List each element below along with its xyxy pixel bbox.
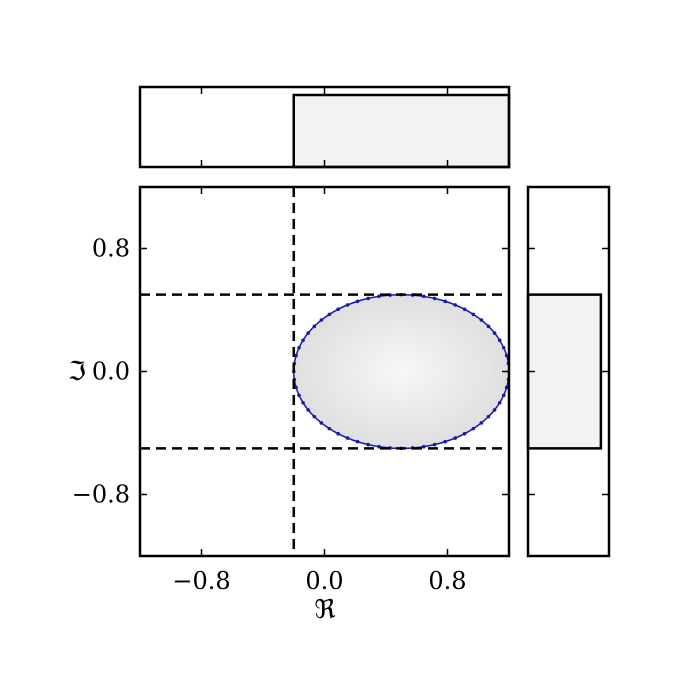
right-marginal-bar <box>526 293 603 450</box>
ellipse-point <box>504 385 509 390</box>
ellipse-point <box>366 442 370 447</box>
ellipse-point <box>492 331 497 335</box>
ellipse-point <box>462 307 467 312</box>
ellipse-point <box>345 436 350 440</box>
top-marginal-bar <box>292 93 511 169</box>
ellipse-point <box>377 294 381 299</box>
ellipse-point <box>301 338 305 343</box>
x-tick-label: 0.0 <box>305 567 343 595</box>
x-tick-label: 0.8 <box>428 567 466 595</box>
ellipse-point <box>355 299 360 304</box>
ellipse-point <box>294 353 298 358</box>
x-axis-label: ℜ <box>314 595 335 625</box>
ellipse-point <box>366 296 370 301</box>
ellipse-point <box>319 421 324 425</box>
tick-labels: −0.8 0.0 0.8 −0.8 0.0 0.8 <box>72 235 467 596</box>
ellipse-point <box>497 400 502 405</box>
ellipse-point <box>345 303 350 307</box>
ellipse-point <box>453 436 457 440</box>
ellipse-point <box>486 414 491 419</box>
ellipse-point <box>421 294 426 299</box>
ellipse-point <box>492 408 497 412</box>
ellipse-point <box>479 421 484 425</box>
ellipse-point <box>355 439 360 444</box>
ellipse-point <box>497 338 502 343</box>
ellipse-point <box>327 426 332 431</box>
ellipse-point <box>443 299 447 304</box>
ellipse-point <box>501 393 506 398</box>
ellipse-point <box>312 324 317 329</box>
y-tick-label: 0.0 <box>92 358 130 386</box>
main-panel: −0.8 0.0 0.8 −0.8 0.0 0.8 ℜ ℑ <box>68 185 511 625</box>
x-tick-label: −0.8 <box>172 567 230 595</box>
ellipse-point <box>294 385 298 390</box>
ellipse-point <box>297 345 301 350</box>
ellipse-fill <box>293 293 509 450</box>
ellipse-point <box>486 324 491 329</box>
ellipse-point <box>312 414 317 419</box>
ellipse-point <box>432 296 437 301</box>
ellipse-point <box>443 439 447 444</box>
ellipse-point <box>421 444 426 449</box>
y-axis-label: ℑ <box>68 357 86 387</box>
top-marginal-panel <box>138 85 511 169</box>
ellipse-point <box>336 431 340 436</box>
ellipse-point <box>471 312 476 317</box>
ellipse-point <box>301 400 305 405</box>
ellipse-point <box>501 345 506 350</box>
ellipse-point <box>453 303 457 307</box>
right-marginal-panel <box>526 185 611 558</box>
right-marginal-frame <box>526 185 611 558</box>
ellipse-point <box>462 431 467 436</box>
y-tick-label: 0.8 <box>92 235 130 263</box>
dashed-lines <box>140 187 509 556</box>
ellipse-point <box>504 353 509 358</box>
y-tick-label: −0.8 <box>72 481 130 509</box>
top-marginal-frame <box>138 85 511 169</box>
ellipse-point <box>306 408 310 412</box>
ellipse-point <box>297 393 301 398</box>
main-frame <box>138 185 511 558</box>
ellipse-point <box>319 318 324 322</box>
ellipse-point <box>336 307 340 312</box>
ellipse-point <box>479 318 484 322</box>
ellipse-point <box>306 331 310 335</box>
ellipse-point <box>432 442 437 447</box>
ellipse-point <box>327 312 332 317</box>
ellipse-point <box>471 426 476 431</box>
ellipse-point <box>377 444 381 449</box>
